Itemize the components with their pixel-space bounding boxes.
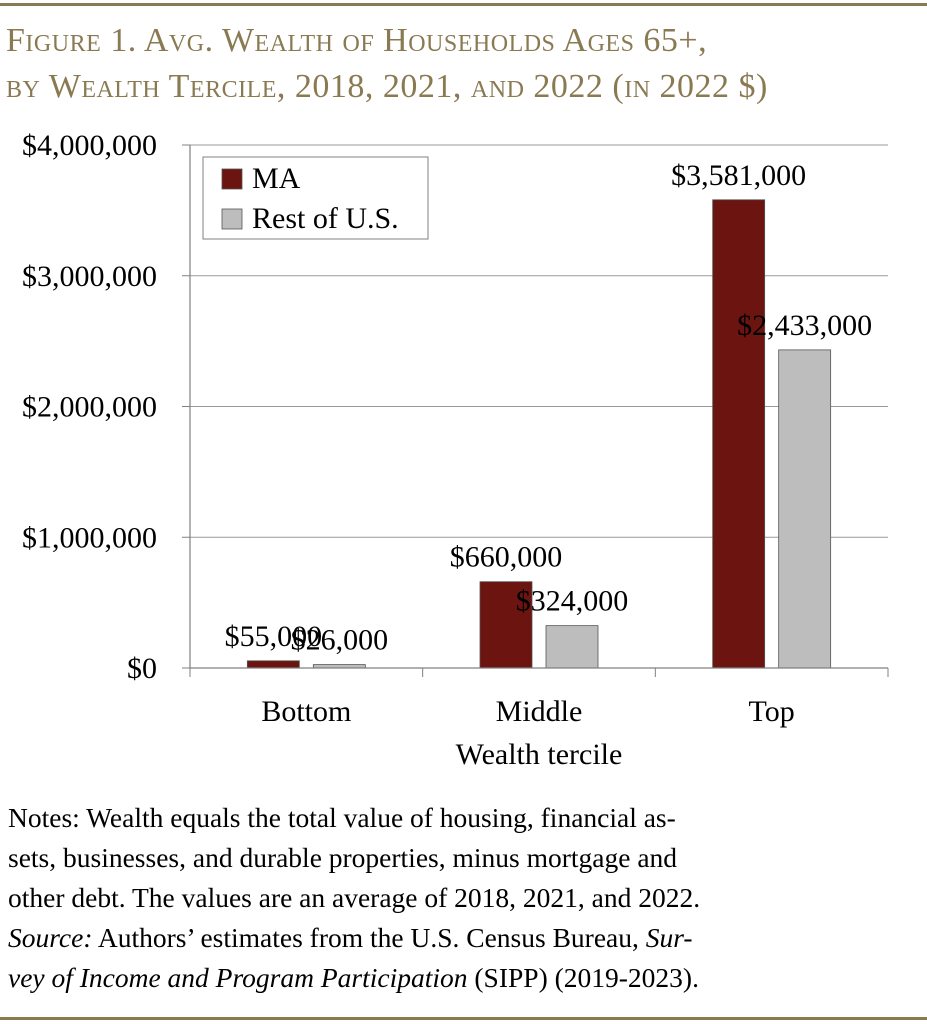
- bar-chart: $0 $1,000,000 $2,000,000 $3,000,000 $4,000,0…: [22, 129, 889, 771]
- bars: $55,000$26,000 Bottom $660,000 $324,000 Midd…: [225, 159, 873, 728]
- bottom-rule: [0, 1017, 927, 1020]
- data-label: $660,000: [450, 541, 563, 574]
- notes-line-2: sets, businesses, and durable properties…: [8, 842, 678, 873]
- survey-title-part-2: vey of Income and Program Participation: [8, 962, 468, 993]
- x-tick-label: Top: [749, 695, 795, 728]
- top-rule: [0, 3, 927, 6]
- legend-swatch: [221, 168, 243, 190]
- notes-line-5: vey of Income and Program Participation …: [8, 958, 920, 998]
- bar-rest-of-u-s-top: [778, 349, 832, 669]
- data-label: $55,000: [225, 620, 323, 653]
- data-label: $324,000: [516, 585, 629, 618]
- notes: Notes: Wealth equals the total value of …: [8, 798, 920, 998]
- bar-ma-top: [712, 199, 766, 669]
- bar-rest-of-u-s-middle: [545, 625, 599, 669]
- data-label: $2,433,000: [737, 309, 872, 342]
- notes-line-3: other debt. The values are an average of…: [8, 882, 701, 913]
- y-axis-ticks: $0 $1,000,000 $2,000,000 $3,000,000 $4,000,0…: [22, 129, 190, 685]
- notes-line-1: Notes: Wealth equals the total value of …: [8, 802, 676, 833]
- title-line-1: Figure 1. Avg. Wealth of Households Ages…: [6, 22, 708, 59]
- source-end: (SIPP) (2019-2023).: [467, 962, 699, 993]
- y-tick-label: $4,000,000: [22, 129, 157, 162]
- data-label: $3,581,000: [671, 159, 806, 192]
- bar-ma-bottom: [246, 660, 300, 669]
- legend-swatch: [221, 208, 243, 230]
- y-tick-label: $2,000,000: [22, 391, 157, 424]
- y-tick-label: $0: [127, 652, 157, 685]
- x-axis-label: Wealth tercile: [456, 738, 623, 771]
- source-label: Source:: [8, 922, 93, 953]
- notes-line-4: Source: Authors’ estimates from the U.S.…: [8, 918, 920, 958]
- bar-ma-middle: [479, 581, 533, 669]
- gridlines: [190, 144, 888, 538]
- legend-label: MA: [252, 162, 301, 195]
- y-tick-label: $1,000,000: [22, 521, 157, 554]
- survey-title-part-1: Sur-: [645, 922, 693, 953]
- axes: [189, 145, 889, 677]
- source-text: Authors’ estimates from the U.S. Census …: [92, 922, 646, 953]
- data-label: $26,000: [291, 624, 389, 657]
- figure-title: Figure 1. Avg. Wealth of Households Ages…: [6, 18, 921, 110]
- title-line-2: by Wealth Tercile, 2018, 2021, and 2022 …: [6, 68, 768, 105]
- legend-label: Rest of U.S.: [252, 202, 399, 235]
- x-tick-label: Bottom: [261, 695, 351, 728]
- legend: MA Rest of U.S.: [202, 156, 429, 240]
- x-tick-label: Middle: [496, 695, 583, 728]
- y-tick-label: $3,000,000: [22, 260, 157, 293]
